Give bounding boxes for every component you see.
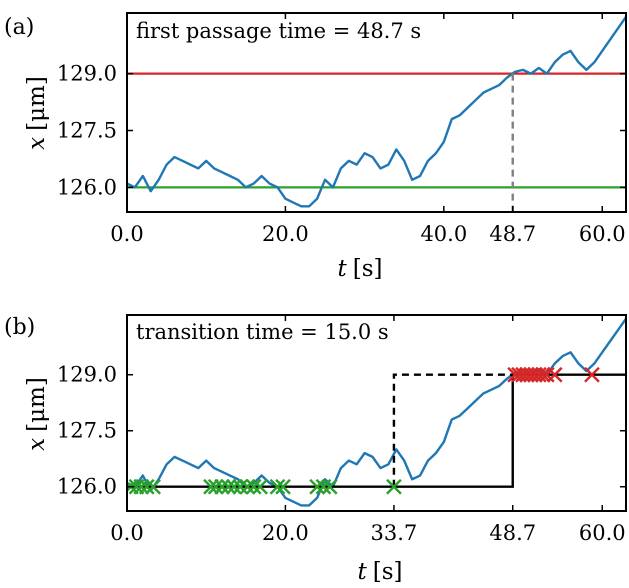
panel-a-x-var: t bbox=[338, 256, 348, 282]
marker-low-16 bbox=[309, 478, 325, 495]
trajectory-line-0 bbox=[127, 16, 626, 208]
x-tick-label: 60.0 bbox=[579, 521, 626, 545]
y-tick-label: 129.0 bbox=[57, 62, 117, 86]
marker-high-9 bbox=[546, 366, 563, 383]
x-tick-label: 0.0 bbox=[110, 222, 143, 246]
panel-b-x-axis-label: t [s] bbox=[358, 559, 403, 585]
panel-b: (b) 0.0 20.0 33.7 48.7 60.0 126.0127.5129.0 … bbox=[4, 314, 627, 585]
x-tick-label: 20.0 bbox=[262, 222, 309, 246]
x-tick-label: 20.0 bbox=[262, 521, 309, 545]
x-tick-label: 48.7 bbox=[489, 521, 536, 545]
panel-b-y-axis-label: x [μm] bbox=[24, 377, 50, 451]
panel-a-y-var: x bbox=[24, 137, 50, 150]
y-tick-label: 127.5 bbox=[57, 419, 117, 443]
marker-low-7 bbox=[214, 478, 230, 495]
panel-a-label: (a) bbox=[4, 15, 34, 40]
marker-low-12 bbox=[245, 478, 262, 495]
marker-low-8 bbox=[220, 478, 237, 495]
marker-low-5 bbox=[203, 478, 219, 495]
panel-b-annotation: transition time = 15.0 s bbox=[136, 320, 389, 344]
marker-low-3 bbox=[138, 478, 155, 495]
y-tick-label: 126.0 bbox=[57, 475, 117, 499]
marker-low-17 bbox=[315, 478, 332, 495]
marker-low-6 bbox=[207, 478, 224, 495]
x-tick-label: 0.0 bbox=[110, 521, 143, 545]
x-tick-label: 48.7 bbox=[489, 222, 536, 246]
panel-a-annotation: first passage time = 48.7 s bbox=[136, 19, 421, 43]
marker-low-13 bbox=[252, 478, 268, 495]
panel-a-frame bbox=[126, 12, 627, 213]
panel-b-x-ticks: 0.0 20.0 33.7 48.7 60.0 bbox=[110, 315, 626, 545]
x-tick-label: 33.7 bbox=[371, 521, 418, 545]
marker-high-7 bbox=[534, 366, 551, 383]
marker-low-18 bbox=[321, 478, 338, 495]
marker-low-14 bbox=[269, 478, 286, 495]
panel-a-data-layer bbox=[127, 16, 626, 212]
marker-high-10 bbox=[584, 366, 600, 383]
marker-low-15 bbox=[275, 478, 291, 495]
marker-low-19 bbox=[386, 478, 402, 495]
y-tick-label: 129.0 bbox=[57, 363, 117, 387]
panel-a-x-unit: [s] bbox=[353, 256, 383, 282]
panel-a-x-ticks: 0.0 20.0 40.0 48.7 60.0 bbox=[110, 13, 626, 246]
y-tick-label: 126.0 bbox=[57, 175, 117, 199]
marker-low-4 bbox=[145, 478, 161, 495]
panel-a-x-axis-label: t [s] bbox=[338, 256, 383, 282]
trajectory-line-0 bbox=[127, 318, 626, 507]
panel-a-y-axis-label: x [μm] bbox=[24, 76, 50, 150]
panel-b-plot-area bbox=[126, 314, 627, 512]
panel-b-label: (b) bbox=[4, 315, 35, 340]
panel-a-plot-area bbox=[126, 12, 627, 213]
panel-b-y-unit: [μm] bbox=[24, 377, 50, 432]
panel-b-frame bbox=[126, 314, 627, 512]
panel-b-y-var: x bbox=[24, 438, 50, 451]
panel-a: (a) 0.0 20.0 40.0 48.7 60.0 126.0127.5129.0 … bbox=[4, 12, 627, 282]
step-dashed-line bbox=[392, 373, 513, 487]
panel-a-y-ticks: 126.0 127.5 129.0 bbox=[57, 62, 626, 199]
x-tick-label: 60.0 bbox=[579, 222, 626, 246]
marker-low-10 bbox=[232, 478, 249, 495]
y-tick-label: 127.5 bbox=[57, 119, 117, 143]
marker-low-11 bbox=[239, 478, 256, 495]
panel-b-x-var: t bbox=[358, 559, 368, 585]
panel-a-y-unit: [μm] bbox=[24, 76, 50, 131]
panel-b-y-ticks: 126.0 127.5 129.0 bbox=[57, 363, 626, 499]
panel-b-x-unit: [s] bbox=[373, 559, 403, 585]
marker-low-9 bbox=[226, 478, 242, 495]
step-solid-line bbox=[127, 373, 626, 488]
x-tick-label: 40.0 bbox=[420, 222, 467, 246]
panel-b-data-layer bbox=[127, 318, 626, 507]
marker-low-2 bbox=[133, 478, 150, 495]
